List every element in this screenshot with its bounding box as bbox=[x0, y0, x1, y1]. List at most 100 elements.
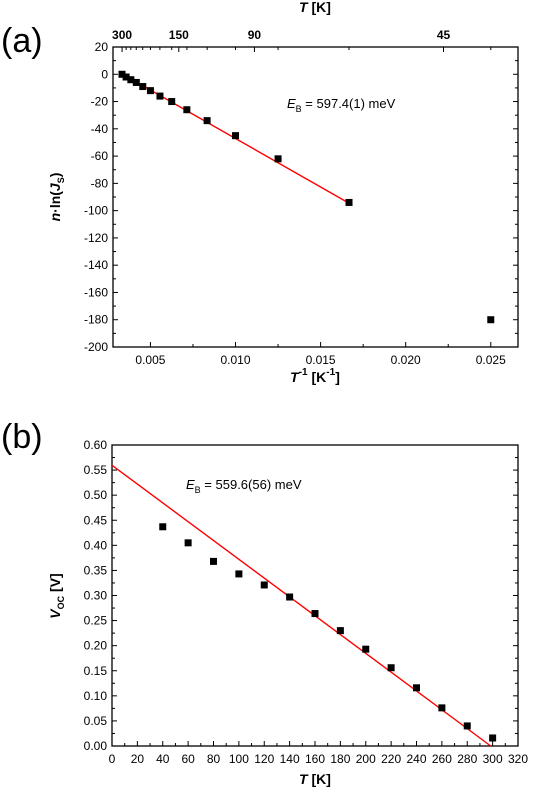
y-tick-label: 0.35 bbox=[84, 563, 108, 577]
data-point bbox=[463, 722, 471, 730]
data-point bbox=[210, 557, 217, 565]
x-tick-label: 120 bbox=[254, 752, 274, 766]
y-tick-label: -140 bbox=[84, 258, 108, 272]
y-axis-label: VOC [V] bbox=[47, 573, 66, 618]
x-tick-label: 200 bbox=[356, 752, 376, 766]
data-point bbox=[122, 73, 130, 81]
y-axis-subscript: OC bbox=[56, 595, 66, 609]
x-tick-label: 0.005 bbox=[135, 353, 165, 367]
x-axis-symbol: T bbox=[299, 771, 309, 787]
data-point bbox=[345, 198, 353, 206]
energy-annotation: EB = 559.6(56) meV bbox=[186, 477, 302, 495]
y-tick-label: -200 bbox=[84, 340, 108, 354]
y-tick-label: -100 bbox=[84, 204, 108, 218]
y-tick-label: 0.40 bbox=[84, 538, 108, 552]
top-axis-symbol: T bbox=[299, 0, 309, 15]
data-point bbox=[336, 627, 344, 635]
data-point bbox=[156, 92, 164, 100]
y-axis-J: J bbox=[47, 182, 63, 191]
x-tick-label: 80 bbox=[207, 752, 221, 766]
data-point bbox=[274, 155, 282, 163]
annotation-subscript: B bbox=[296, 104, 302, 114]
data-point bbox=[362, 645, 370, 653]
data-point bbox=[489, 734, 497, 742]
data-point bbox=[232, 132, 240, 140]
y-axis-sub: S bbox=[56, 177, 66, 183]
y-tick-label: -120 bbox=[84, 231, 108, 245]
data-point bbox=[118, 70, 126, 78]
data-point bbox=[487, 316, 495, 324]
y-tick-label: -180 bbox=[84, 313, 108, 327]
y-axis-close: ) bbox=[47, 173, 63, 178]
data-point bbox=[132, 78, 140, 86]
y-tick-label: 0.60 bbox=[84, 438, 108, 452]
x-axis-label: T [K] bbox=[299, 771, 331, 787]
y-tick-label: 0.00 bbox=[84, 739, 108, 753]
plot-frame bbox=[111, 444, 519, 747]
y-tick-label: 0.05 bbox=[84, 714, 108, 728]
annotation-symbol: E bbox=[287, 96, 296, 111]
data-point bbox=[184, 539, 192, 547]
top-tick-label: 150 bbox=[169, 28, 189, 42]
y-tick-label: -80 bbox=[91, 176, 109, 190]
annotation-value: = 559.6(56) meV bbox=[201, 477, 302, 492]
data-point bbox=[235, 570, 243, 578]
y-tick-label: -160 bbox=[84, 285, 108, 299]
y-tick-label: 0.30 bbox=[84, 589, 108, 603]
y-tick-label: 0.50 bbox=[84, 488, 108, 502]
x-tick-label: 140 bbox=[280, 752, 300, 766]
x-tick-label: 240 bbox=[406, 752, 426, 766]
x-tick-label: 160 bbox=[305, 752, 325, 766]
top-tick-label: 300 bbox=[112, 28, 132, 42]
data-point bbox=[413, 684, 420, 692]
x-tick-label: 220 bbox=[381, 752, 401, 766]
y-tick-label: 0.45 bbox=[84, 513, 108, 527]
data-point bbox=[127, 76, 135, 84]
top-axis-unit: [K] bbox=[312, 0, 331, 15]
y-tick-label: 0.20 bbox=[84, 639, 108, 653]
y-axis-unit: [V] bbox=[47, 573, 63, 596]
panel-a: 20 0 -20 -40 -60 -80 -100 -120 -140 -160 -180 -200 0… bbox=[1, 0, 519, 385]
y-tick-label: 0 bbox=[101, 67, 108, 81]
data-point bbox=[183, 106, 191, 114]
x-tick-label: 0 bbox=[109, 752, 116, 766]
y-tick-label: 0.15 bbox=[84, 664, 108, 678]
x-tick-label: 40 bbox=[156, 752, 170, 766]
y-axis-symbol: V bbox=[47, 608, 63, 619]
x-tick-label: 0.015 bbox=[306, 353, 336, 367]
x-tick-label: 100 bbox=[229, 752, 249, 766]
x-tick-label: 320 bbox=[508, 752, 528, 766]
top-axis-label: T [K] bbox=[299, 0, 331, 15]
data-point bbox=[311, 610, 319, 618]
x-tick-label: 20 bbox=[131, 752, 145, 766]
x-axis-superscript: -1 bbox=[299, 367, 308, 378]
x-tick-label: 180 bbox=[330, 752, 350, 766]
y-axis-n: n bbox=[47, 213, 63, 222]
x-axis-unit-superscript: -1 bbox=[326, 367, 335, 378]
energy-annotation: EB = 597.4(1) meV bbox=[287, 96, 396, 114]
data-point bbox=[146, 87, 154, 95]
data-point bbox=[387, 664, 395, 672]
x-tick-label: 260 bbox=[432, 752, 452, 766]
data-point bbox=[286, 593, 294, 601]
panel-label: (a) bbox=[1, 22, 43, 60]
plot-frame bbox=[112, 46, 519, 348]
data-point bbox=[438, 704, 446, 712]
data-point bbox=[260, 581, 268, 589]
y-tick-label: 0.10 bbox=[84, 689, 108, 703]
y-tick-label: 0.25 bbox=[84, 614, 108, 628]
data-point bbox=[203, 117, 211, 125]
y-tick-label: -40 bbox=[91, 122, 109, 136]
annotation-symbol: E bbox=[186, 477, 195, 492]
x-tick-label: 0.025 bbox=[476, 353, 506, 367]
panel-label: (b) bbox=[1, 418, 43, 456]
top-tick-label: 90 bbox=[248, 28, 262, 42]
y-tick-label: 0.55 bbox=[84, 463, 108, 477]
data-point bbox=[159, 523, 167, 531]
data-point bbox=[139, 83, 147, 91]
y-tick-label: -60 bbox=[91, 149, 109, 163]
annotation-value: = 597.4(1) meV bbox=[302, 96, 396, 111]
x-tick-label: 300 bbox=[483, 752, 503, 766]
x-tick-label: 0.020 bbox=[391, 353, 421, 367]
